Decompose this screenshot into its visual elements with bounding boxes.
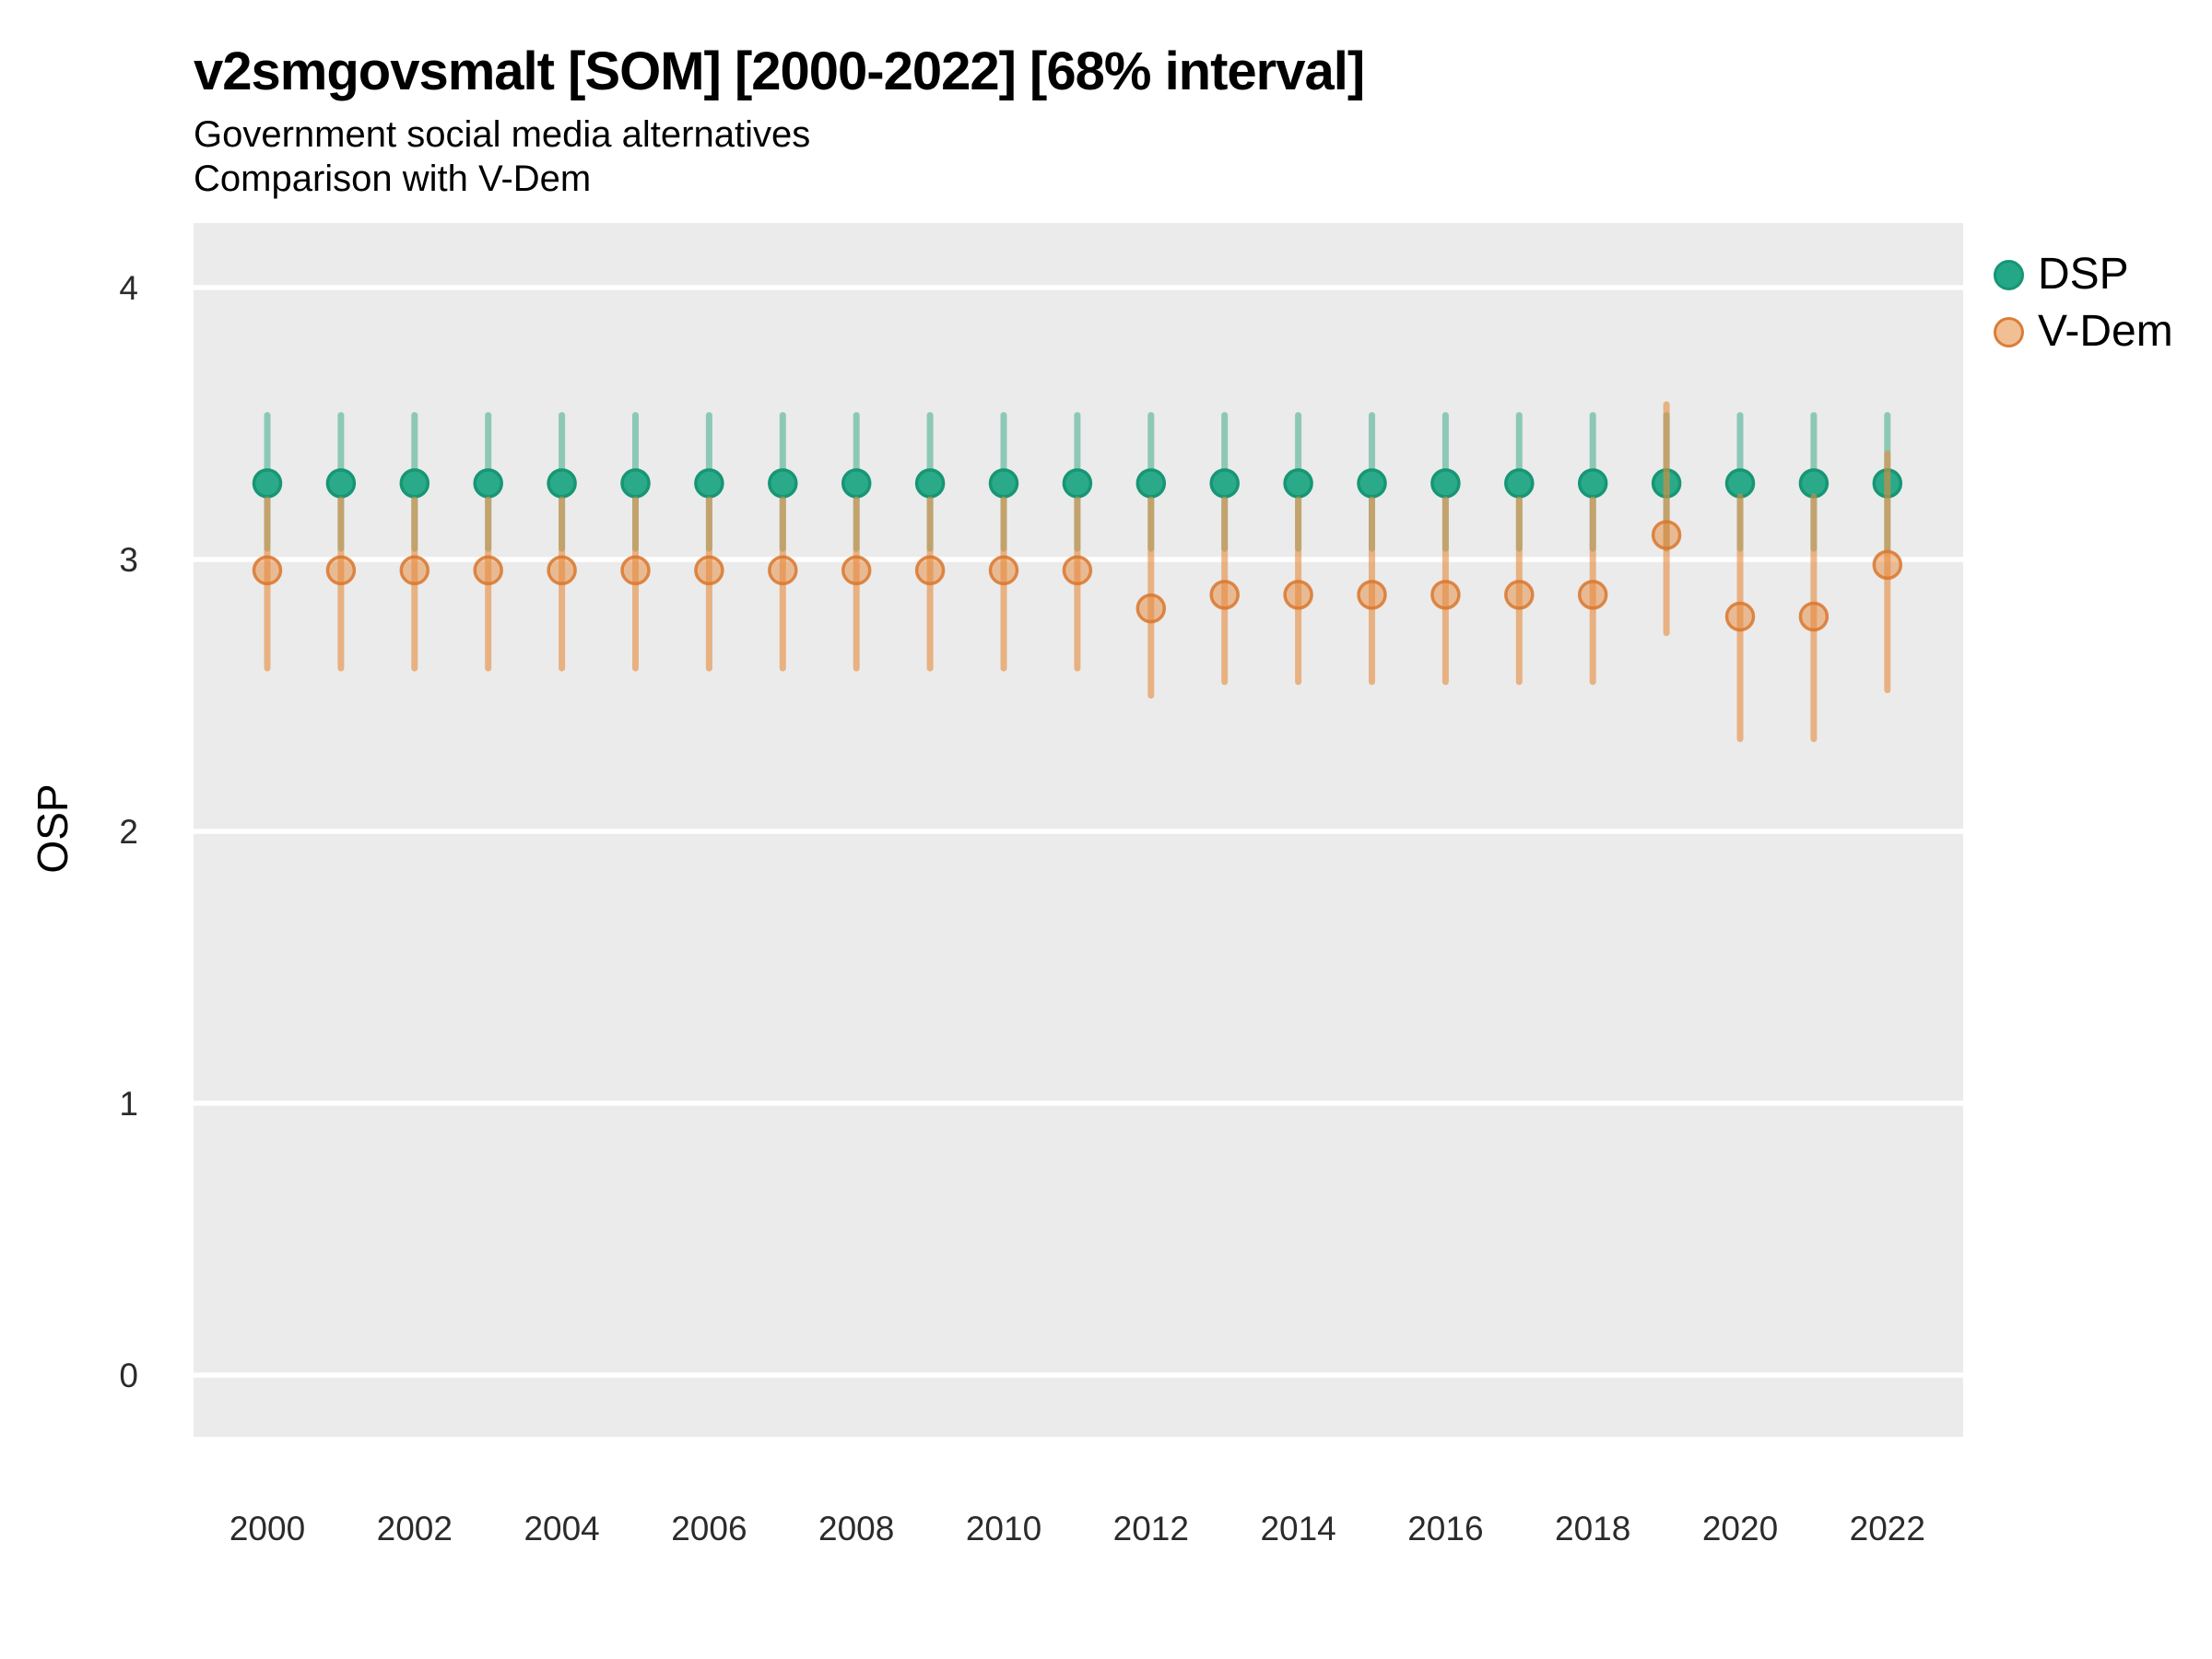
y-tick-label: 4 <box>119 269 138 307</box>
chart-subtitle-line2: Comparison with V-Dem <box>194 159 592 199</box>
dsp-point <box>914 468 946 499</box>
vdem-point <box>1062 555 1093 586</box>
legend-item-vdem: V-Dem <box>1994 303 2173 360</box>
dsp-point <box>1062 468 1093 499</box>
dsp-point <box>1504 468 1535 499</box>
y-tick-label: 3 <box>119 541 138 579</box>
x-tick-label: 2022 <box>1850 1510 1925 1547</box>
vdem-point <box>694 555 724 586</box>
dsp-point <box>325 468 357 499</box>
dsp-point <box>1209 468 1240 499</box>
vdem-point <box>1209 580 1240 610</box>
x-tick-label: 2012 <box>1113 1510 1189 1547</box>
dsp-point <box>1577 468 1608 499</box>
dsp-point <box>547 468 577 499</box>
chart-title: v2smgovsmalt [SOM] [2000-2022] [68% inte… <box>194 41 1365 101</box>
vdem-point <box>1577 580 1608 610</box>
vdem-point <box>547 555 577 586</box>
vdem-point <box>1430 580 1461 610</box>
dsp-point <box>1798 468 1830 499</box>
dsp-point <box>1283 468 1313 499</box>
dsp-point <box>988 468 1019 499</box>
legend-label-dsp: DSP <box>2038 250 2129 299</box>
vdem-point <box>1872 549 1903 581</box>
y-tick-label: 0 <box>119 1357 138 1394</box>
vdem-point <box>1283 580 1313 610</box>
dsp-point <box>1135 468 1167 499</box>
dsp-point <box>841 468 872 499</box>
x-tick-label: 2020 <box>1702 1510 1778 1547</box>
x-tick-label: 2008 <box>818 1510 894 1547</box>
x-tick-label: 2010 <box>966 1510 1041 1547</box>
x-tick-label: 2000 <box>229 1510 305 1547</box>
vdem-point <box>1135 593 1167 624</box>
vdem-point <box>768 555 798 586</box>
dsp-legend-dot-icon <box>1994 259 2024 290</box>
vdem-point <box>473 555 503 586</box>
x-tick-label: 2014 <box>1260 1510 1335 1547</box>
dsp-point <box>768 468 798 499</box>
vdem-point <box>399 555 430 586</box>
chart-subtitle-line1: Government social media alternatives <box>194 114 811 155</box>
vdem-point <box>252 555 283 586</box>
dsp-point <box>1724 468 1756 499</box>
dsp-point <box>620 468 651 499</box>
legend-label-vdem: V-Dem <box>2038 307 2173 356</box>
vdem-legend-dot-icon <box>1994 316 2024 347</box>
x-tick-label: 2016 <box>1407 1510 1483 1547</box>
dsp-point <box>473 468 503 499</box>
vdem-point <box>620 555 651 586</box>
vdem-point <box>1504 580 1535 610</box>
vdem-point <box>1724 601 1756 632</box>
vdem-point <box>988 555 1019 586</box>
y-axis-title: OSP <box>29 783 76 874</box>
dsp-point <box>252 468 283 499</box>
vdem-point <box>841 555 872 586</box>
legend-item-dsp: DSP <box>1994 246 2173 303</box>
y-tick-label: 1 <box>119 1085 138 1123</box>
dsp-point <box>1430 468 1461 499</box>
x-tick-label: 2004 <box>524 1510 599 1547</box>
vdem-point <box>325 555 357 586</box>
legend: DSP V-Dem <box>1994 246 2173 360</box>
vdem-point <box>1651 520 1682 550</box>
x-tick-label: 2002 <box>377 1510 453 1547</box>
x-tick-label: 2006 <box>671 1510 747 1547</box>
vdem-point <box>1357 580 1387 610</box>
vdem-point <box>914 555 946 586</box>
dsp-point <box>1357 468 1387 499</box>
dsp-point <box>399 468 430 499</box>
vdem-point <box>1798 601 1830 632</box>
x-tick-label: 2018 <box>1555 1510 1630 1547</box>
y-tick-label: 2 <box>119 813 138 851</box>
dsp-point <box>694 468 724 499</box>
